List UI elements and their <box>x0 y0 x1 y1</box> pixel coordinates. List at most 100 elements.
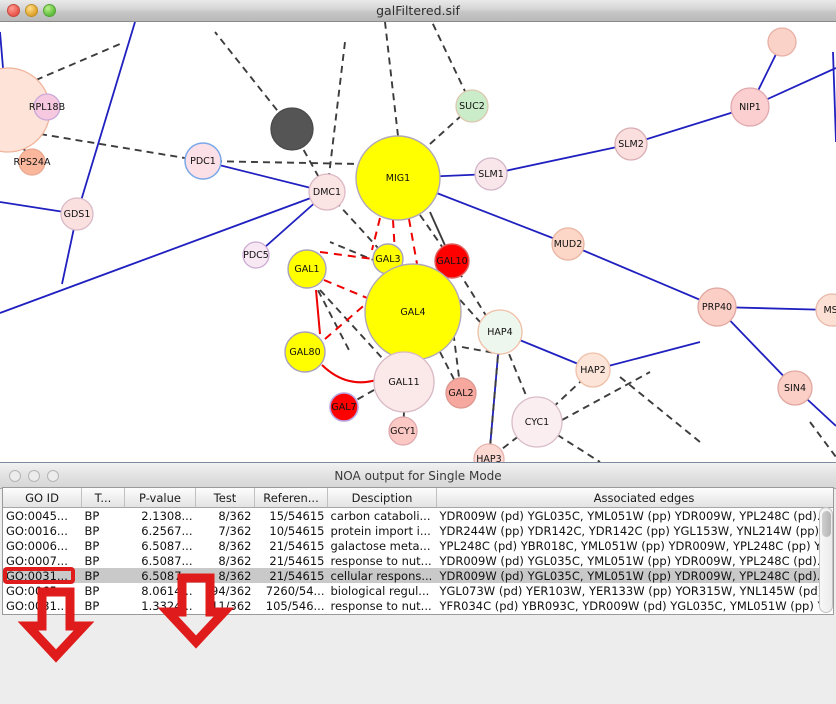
edge-blue <box>592 341 701 371</box>
graph-node-MSI[interactable]: MSI <box>815 293 836 327</box>
graph-node-MUD2[interactable]: MUD2 <box>551 227 585 261</box>
cell-go-id: GO:0031... <box>3 568 82 583</box>
noa-close-button[interactable] <box>9 470 21 482</box>
edge-dashed <box>329 241 379 263</box>
cell-description: biological regul... <box>330 583 430 598</box>
node-label: HAP4 <box>487 327 512 338</box>
scrollbar-thumb[interactable] <box>822 511 831 537</box>
graph-node-RPL18B[interactable]: RPL18B <box>29 93 65 121</box>
minimize-button[interactable] <box>25 4 38 17</box>
graph-node-GAL10[interactable]: GAL10 <box>434 243 470 279</box>
network-graph-canvas[interactable]: RPL18B RPS24A GDS1 PDC1 DMC1 <box>0 22 836 462</box>
cell-reference: 105/546... <box>255 613 328 615</box>
graph-node-PDC5[interactable]: PDC5 <box>242 241 270 269</box>
cell-go-id: GO:0006... <box>6 538 68 553</box>
table-row-selected[interactable]: GO:0031... BP 6.5087... 8/362 21/54615 c… <box>3 568 833 583</box>
node-label: MSI <box>823 305 836 316</box>
node-label: GAL1 <box>294 264 319 275</box>
graph-node-GAL7[interactable]: GAL7 <box>329 392 359 422</box>
cell-edges: YDR009W (pd) YGL035C, YML051W (pp) YDR00… <box>436 568 833 583</box>
cell-p-value: 6.5087... <box>124 568 196 583</box>
graph-node-GAL1[interactable]: GAL1 <box>287 249 327 289</box>
edge-dashed <box>619 376 701 443</box>
edge-dashed <box>214 31 293 130</box>
graph-node-SIN4[interactable]: SIN4 <box>777 370 813 406</box>
table-row[interactable]: GO:0031... BP 1.3324... 11/362 105/546..… <box>3 613 834 615</box>
close-button[interactable] <box>7 4 20 17</box>
edge-red-dashed <box>324 301 369 340</box>
graph-node-DMC1[interactable]: DMC1 <box>308 173 346 211</box>
node-label: RPL18B <box>29 102 65 113</box>
graph-node-topright[interactable] <box>767 27 797 57</box>
cell-reference: 21/54615 <box>254 568 328 583</box>
cell-edges: YDR009W (pd) YGL035C, YML051W (pp) YDR00… <box>439 553 828 568</box>
table-row[interactable]: GO:0045... BP 2.1308... 8/362 15/54615 c… <box>3 508 833 524</box>
column-header-associated-edges[interactable]: Associated edges <box>436 488 833 508</box>
edge-dashed <box>488 331 501 460</box>
column-header-p-value[interactable]: P-value <box>124 488 196 508</box>
zoom-button[interactable] <box>43 4 56 17</box>
graph-node-GCY1[interactable]: GCY1 <box>388 416 418 446</box>
graph-node-GAL4[interactable]: GAL4 <box>364 263 462 361</box>
main-window-titlebar: galFiltered.sif <box>0 0 836 22</box>
node-label: RPS24A <box>14 157 51 168</box>
table-row[interactable]: GO:0065... BP 8.0614... 94/362 7260/54..… <box>3 583 833 598</box>
edge-group-dashed <box>35 22 836 462</box>
noa-minimize-button[interactable] <box>28 470 40 482</box>
node-label: GAL3 <box>375 254 400 265</box>
noa-zoom-button[interactable] <box>47 470 59 482</box>
noa-results-table-container[interactable]: GO ID T... P-value Test Referen... Desci… <box>2 487 834 615</box>
edge-dashed <box>202 160 361 165</box>
noa-traffic-lights <box>9 470 59 482</box>
graph-node-GAL80[interactable]: GAL80 <box>284 331 326 373</box>
graph-node-RPS24A[interactable]: RPS24A <box>14 148 51 176</box>
table-row[interactable]: GO:0006... BP 6.5087... 8/362 21/54615 g… <box>3 538 833 553</box>
cell-p-value: 6.5087... <box>141 553 193 568</box>
graph-node-SLM1[interactable]: SLM1 <box>474 157 508 191</box>
graph-node-GAL11[interactable]: GAL11 <box>373 351 435 413</box>
graph-node-PDC1[interactable]: PDC1 <box>184 142 222 180</box>
graph-node-SUC2[interactable]: SUC2 <box>455 89 489 123</box>
graph-nodes[interactable]: RPL18B RPS24A GDS1 PDC1 DMC1 <box>0 27 836 462</box>
column-header-test[interactable]: Test <box>195 488 255 508</box>
table-row[interactable]: GO:0031... BP 1.3324... 11/362 105/546..… <box>3 598 833 613</box>
column-header-description[interactable]: Desciption <box>327 488 437 508</box>
column-header-go-id[interactable]: GO ID <box>3 488 82 508</box>
column-header-reference[interactable]: Referen... <box>254 488 328 508</box>
edge-red-dashed <box>323 279 373 301</box>
edge-blue <box>202 160 328 193</box>
graph-node-SLM2[interactable]: SLM2 <box>614 127 648 161</box>
cell-go-id: GO:0007... <box>6 553 68 568</box>
node-label: PDC5 <box>243 250 269 261</box>
graph-node-NIP1[interactable]: NIP1 <box>730 87 770 127</box>
node-label: GAL80 <box>289 347 320 358</box>
table-vertical-scrollbar[interactable] <box>819 507 833 613</box>
table-row[interactable]: GO:0007... BP 6.5087... 8/362 21/54615 r… <box>3 553 833 568</box>
node-label: GCY1 <box>390 426 416 437</box>
cell-p-value: 6.5087... <box>141 538 193 553</box>
node-label: HAP2 <box>580 365 605 376</box>
graph-node-HAP4[interactable]: HAP4 <box>477 309 523 355</box>
graph-node-GAL2[interactable]: GAL2 <box>445 377 477 409</box>
noa-output-window: NOA output for Single Mode GO ID T... P-… <box>0 462 836 704</box>
graph-node-MIG1[interactable]: MIG1 <box>355 135 441 221</box>
cell-edges: YFR034C (pd) YBR093C, YDR009W (pd) YGL03… <box>437 613 834 615</box>
edge-dashed <box>561 371 651 421</box>
table-row[interactable]: GO:0016... BP 6.2567... 7/362 10/54615 p… <box>3 523 833 538</box>
graph-node-HAP3[interactable]: HAP3 <box>473 443 505 462</box>
graph-node-CYC1[interactable]: CYC1 <box>511 396 563 448</box>
graph-node-HAP2[interactable]: HAP2 <box>575 352 611 388</box>
column-header-type[interactable]: T... <box>81 488 125 508</box>
graph-node-GDS1[interactable]: GDS1 <box>60 197 94 231</box>
edge-dashed <box>35 43 121 81</box>
cell-description: response to nut... <box>330 598 432 613</box>
node-label: GAL4 <box>400 307 425 318</box>
table-body: GO:0045... BP 2.1308... 8/362 15/54615 c… <box>3 508 834 615</box>
cell-reference: 105/546... <box>265 598 325 613</box>
cell-go-id: GO:0031... <box>6 598 68 613</box>
table-header-row: GO ID T... P-value Test Referen... Desci… <box>3 488 833 508</box>
graph-node-PRP40[interactable]: PRP40 <box>697 287 737 327</box>
graph-node-gray[interactable] <box>270 107 314 151</box>
node-label: MUD2 <box>554 239 583 250</box>
cell-description: cellular respons... <box>328 613 437 615</box>
